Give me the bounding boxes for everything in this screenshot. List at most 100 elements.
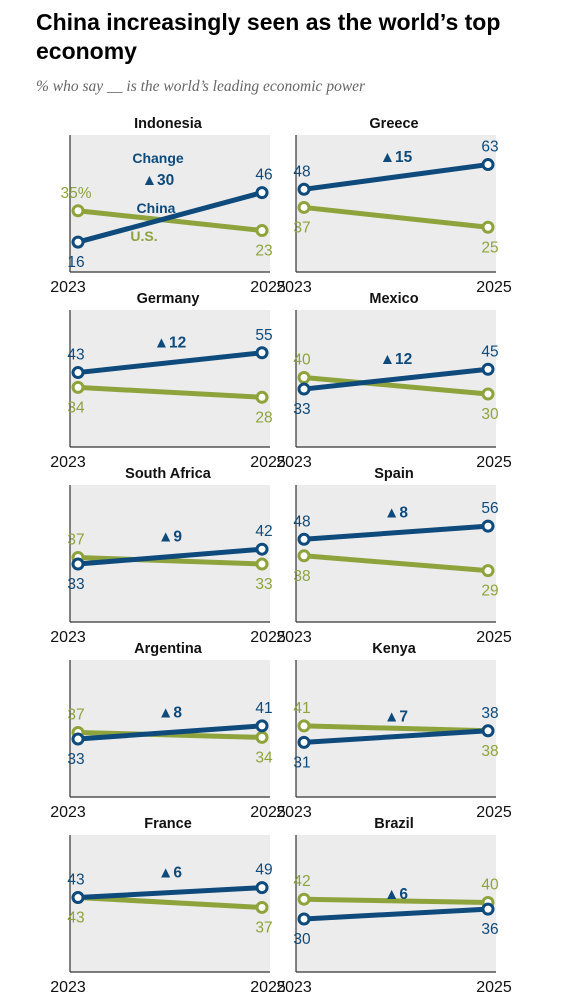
us-line (301, 553, 491, 574)
x-tick-label: 2023 (50, 629, 86, 646)
china-point-2025 (481, 158, 495, 172)
us-value-label: 42 (293, 873, 310, 890)
panel-south-africa: South Africa 2023 2025 33 37 42 33 ▲9 (50, 466, 286, 646)
panel-title: Greece (369, 116, 418, 132)
china-value-label: 43 (67, 872, 84, 889)
x-tick-label: 2023 (276, 454, 312, 471)
x-tick-label: 2025 (476, 979, 512, 993)
china-value-label: 56 (481, 500, 498, 517)
us-value-label: 23 (255, 243, 272, 260)
us-value-label: 38 (481, 743, 498, 760)
panel-title: Indonesia (134, 116, 203, 132)
chart-title: China increasingly seen as the world’s t… (36, 9, 501, 64)
panel-title: Mexico (369, 291, 418, 307)
china-point-2023 (71, 891, 85, 905)
panel-kenya: Kenya 2023 2025 31 41 38 38 ▲7 (276, 641, 512, 821)
us-value-label: 29 (481, 583, 498, 600)
change-label: ▲15 (380, 149, 413, 166)
china-line (75, 885, 265, 901)
legend-us-label: U.S. (130, 228, 157, 244)
us-value-label: 37 (67, 706, 84, 723)
us-point-2023 (297, 549, 311, 563)
us-value-label: 28 (255, 409, 272, 426)
change-label: ▲12 (380, 351, 413, 368)
china-line (75, 723, 265, 742)
panel-brazil: Brazil 2023 2025 30 42 36 40 ▲6 (276, 816, 512, 993)
panel-spain: Spain 2023 2025 48 38 56 29 ▲8 (276, 466, 512, 646)
china-point-2025 (255, 881, 269, 895)
x-tick-label: 2025 (250, 454, 286, 471)
x-tick-label: 2025 (250, 804, 286, 821)
x-tick-label: 2025 (476, 279, 512, 296)
legend-china-label: China (137, 200, 176, 216)
china-line (301, 728, 491, 745)
china-value-label: 49 (255, 862, 272, 879)
us-value-label: 40 (481, 877, 499, 894)
us-line (301, 204, 491, 230)
china-point-2025 (255, 542, 269, 556)
china-line (75, 350, 265, 376)
china-value-label: 33 (67, 751, 84, 768)
china-line (301, 906, 491, 922)
x-tick-label: 2025 (250, 629, 286, 646)
panel-greece: Greece 2023 2025 48 37 63 25 ▲15 (276, 116, 512, 296)
x-tick-label: 2023 (276, 979, 312, 993)
us-point-2023 (71, 204, 85, 218)
china-point-2023 (71, 732, 85, 746)
china-value-label: 31 (293, 754, 310, 771)
panel-title: South Africa (125, 466, 212, 482)
us-point-2025 (255, 900, 269, 914)
us-point-2025 (255, 390, 269, 404)
panel-background (296, 135, 496, 272)
x-tick-label: 2023 (50, 454, 86, 471)
china-point-2023 (297, 182, 311, 196)
us-line (75, 895, 265, 910)
china-point-2023 (297, 912, 311, 926)
us-point-2025 (255, 224, 269, 238)
panel-indonesia: Indonesia 2023 2025 16 35% 46 23 Change ▲30 China… (50, 116, 286, 296)
china-point-2025 (255, 719, 269, 733)
china-value-label: 43 (67, 347, 84, 364)
panel-germany: Germany 2023 2025 43 34 55 28 ▲12 (50, 291, 286, 471)
panel-title: Spain (374, 466, 413, 482)
china-value-label: 33 (67, 576, 84, 593)
change-label: ▲30 (142, 172, 175, 189)
us-value-label: 37 (293, 219, 310, 236)
us-value-label: 30 (481, 406, 499, 423)
us-point-2025 (481, 564, 495, 578)
us-point-2023 (71, 380, 85, 394)
panel-title: France (144, 816, 192, 832)
us-line (75, 384, 265, 400)
us-point-2025 (255, 557, 269, 571)
china-point-2023 (71, 235, 85, 249)
panel-title: Brazil (374, 816, 414, 832)
us-value-label: 34 (67, 399, 85, 416)
china-point-2023 (71, 366, 85, 380)
change-label: ▲8 (158, 704, 182, 721)
china-line (75, 190, 265, 245)
change-label: ▲6 (384, 886, 408, 903)
panel-background (70, 135, 270, 272)
us-value-label: 41 (293, 700, 310, 717)
china-line (301, 162, 491, 192)
legend-change-label: Change (132, 150, 184, 166)
x-tick-label: 2023 (276, 804, 312, 821)
us-value-label: 35% (60, 185, 91, 202)
china-line (301, 523, 491, 542)
us-value-label: 25 (481, 239, 498, 256)
chart-subtitle: % who say __ is the world’s leading econ… (36, 78, 366, 95)
china-line (301, 366, 491, 392)
x-tick-label: 2025 (476, 629, 512, 646)
panel-mexico: Mexico 2023 2025 33 40 45 30 ▲12 (276, 291, 512, 471)
x-tick-label: 2023 (276, 279, 312, 296)
china-value-label: 42 (255, 523, 272, 540)
china-value-label: 45 (481, 343, 498, 360)
china-value-label: 30 (293, 931, 311, 948)
china-point-2023 (71, 557, 85, 571)
china-value-label: 63 (481, 139, 498, 156)
x-tick-label: 2025 (476, 454, 512, 471)
us-value-label: 43 (67, 910, 84, 927)
us-value-label: 34 (255, 749, 273, 766)
us-line (301, 896, 491, 905)
